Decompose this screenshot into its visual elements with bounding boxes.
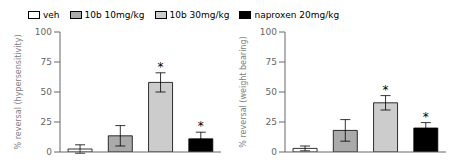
svg-text:100: 100 <box>260 27 277 37</box>
svg-text:50: 50 <box>266 87 278 97</box>
svg-text:75: 75 <box>41 57 52 67</box>
svg-text:75: 75 <box>266 57 277 67</box>
html-text:10b 10mg/kg: 10b 10mg/kg <box>84 10 145 20</box>
svg-text:50: 50 <box>41 87 53 97</box>
svg-text:% reversal (weight bearing): % reversal (weight bearing) <box>239 36 248 147</box>
svg-text:25: 25 <box>266 117 277 127</box>
svg-text:25: 25 <box>41 117 52 127</box>
svg-text:*: * <box>198 119 204 133</box>
svg-text:*: * <box>158 60 164 74</box>
html-text:naproxen 20mg/kg: naproxen 20mg/kg <box>254 10 340 20</box>
svg-text:0: 0 <box>271 147 277 157</box>
svg-text:100: 100 <box>35 27 52 37</box>
svg-text:% reversal (hypersensitivity): % reversal (hypersensitivity) <box>14 34 23 149</box>
html-text:veh: veh <box>43 10 60 20</box>
html-text:10b 30mg/kg: 10b 30mg/kg <box>169 10 230 20</box>
svg-text:*: * <box>423 110 429 124</box>
svg-text:0: 0 <box>46 147 52 157</box>
svg-text:*: * <box>383 83 389 97</box>
